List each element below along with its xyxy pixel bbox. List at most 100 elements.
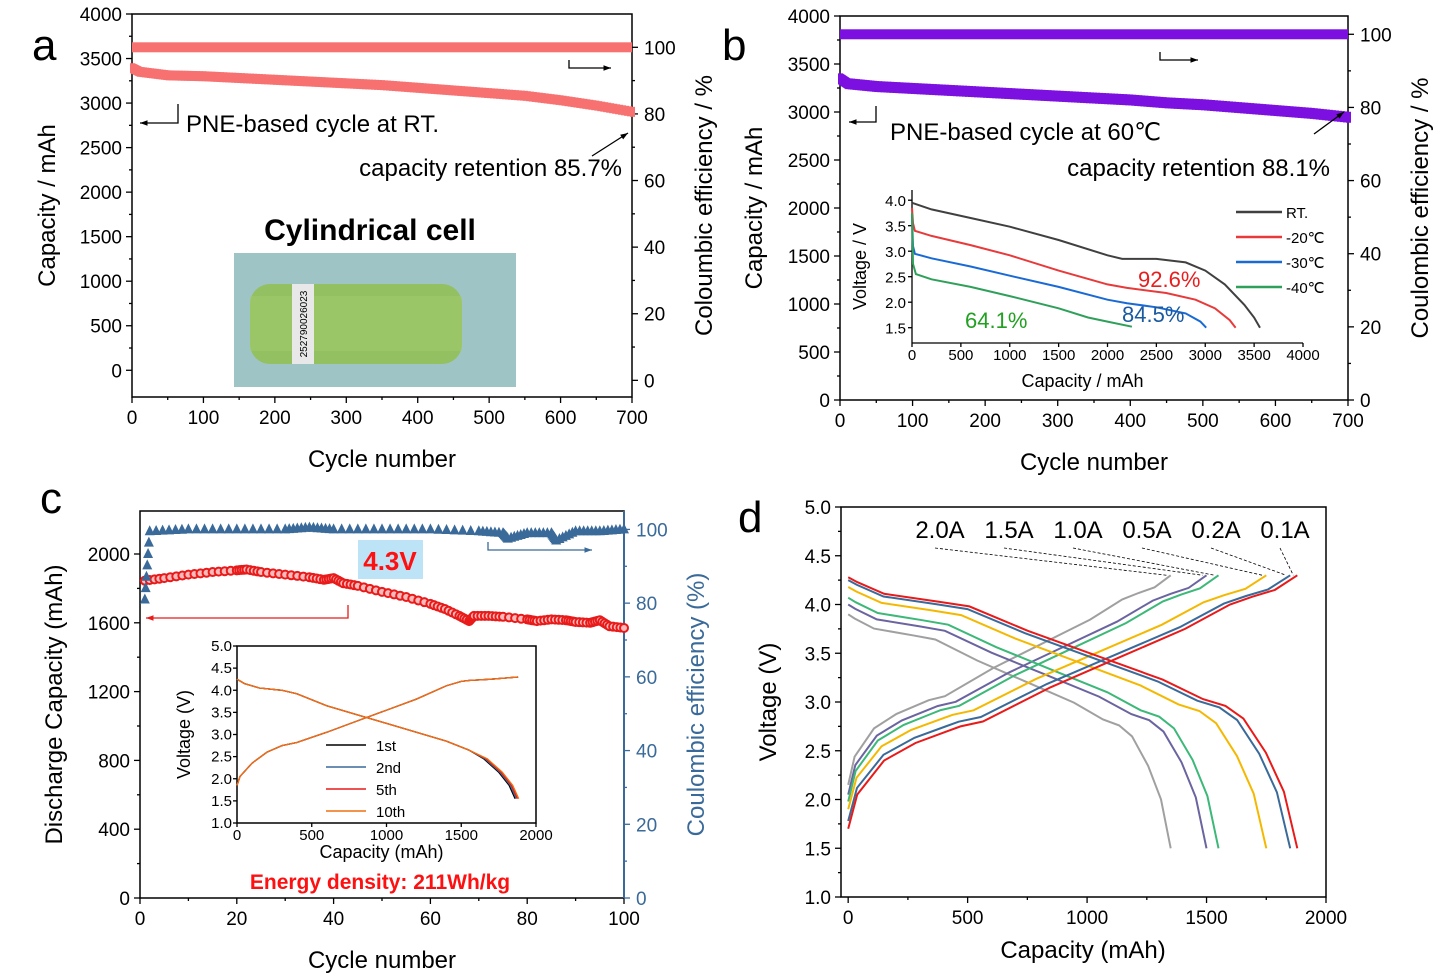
x-tick-label: 100 (897, 411, 929, 432)
capacity-point (403, 81, 409, 92)
capacity-point (225, 72, 231, 83)
charge-curve (847, 574, 1172, 786)
cell-photo-highlight (250, 296, 462, 351)
capacity-point (1203, 99, 1209, 111)
capacity-point (1149, 96, 1155, 108)
rate-leader-line (1003, 547, 1203, 576)
cycle-label: PNE-based cycle at RT. (186, 111, 439, 138)
capacity-point (573, 97, 579, 108)
rate-leader-line (934, 547, 1167, 576)
capacity-point (534, 92, 540, 103)
capacity-point (499, 89, 505, 100)
capacity-point (249, 73, 255, 84)
capacity-point (1067, 91, 1073, 103)
capacity-point (1330, 110, 1336, 122)
ce-point (377, 523, 387, 534)
capacity-point (1064, 91, 1070, 103)
capacity-point (1140, 95, 1146, 107)
capacity-point (329, 77, 335, 88)
x-tick-label: 40 (323, 909, 344, 930)
inset-y-tick-label: 2.0 (211, 771, 232, 788)
capacity-point (937, 84, 943, 96)
capacity-point (463, 86, 469, 97)
capacity-point (198, 71, 204, 82)
ce-point (247, 523, 258, 534)
capacity-point (418, 83, 424, 94)
capacity-point (883, 81, 889, 93)
y2-tick-label: 0 (1360, 391, 1371, 412)
capacity-point (591, 100, 597, 111)
capacity-point (1182, 98, 1188, 110)
ce-point (336, 523, 347, 534)
capacity-point (255, 73, 260, 84)
capacity-point (1161, 97, 1167, 109)
capacity-point (522, 90, 528, 101)
capacity-point (451, 85, 457, 96)
inset-c: 0 500 1000 1500 2000 1.0 1.5 2.0 2.5 3.0 3.5 4.0 4.5… (174, 638, 553, 862)
capacity-point (1309, 107, 1315, 119)
capacity-point (1016, 88, 1022, 100)
capacity-point (1052, 90, 1058, 102)
capacity-point (475, 87, 481, 98)
x-axis-title: Capacity (mAh) (1000, 937, 1165, 964)
inset-y-tick-label: 1.5 (885, 321, 906, 338)
capacity-point (922, 83, 928, 95)
capacity-point (916, 83, 922, 95)
ce-point (207, 523, 218, 534)
y-tick-label: 2.5 (805, 742, 831, 763)
capacity-point (579, 98, 585, 109)
capacity-point (974, 86, 980, 98)
cell-photo-label (292, 284, 314, 364)
capacity-point (469, 86, 475, 97)
y-tick-label: 3.0 (805, 693, 831, 714)
capacity-point (943, 84, 949, 96)
capacity-point (958, 85, 964, 97)
capacity-point (380, 80, 385, 91)
capacity-point (243, 73, 249, 84)
capacity-point (621, 105, 627, 116)
capacity-point (171, 70, 177, 81)
inset-x-tick-label: 1000 (370, 827, 403, 844)
x-tick-label: 700 (616, 408, 648, 429)
capacity-point (189, 70, 195, 81)
x-tick-label: 0 (135, 909, 146, 930)
legend-label: -30℃ (1286, 255, 1325, 272)
legend-label: -20℃ (1286, 230, 1325, 247)
capacity-point (457, 85, 463, 96)
ce-point (352, 523, 363, 534)
capacity-point (1288, 106, 1294, 118)
y2-tick-label: 20 (636, 815, 657, 836)
x-tick-label: 0 (835, 411, 846, 432)
y-tick-label: 500 (798, 343, 830, 364)
ce-point (239, 523, 250, 534)
capacity-point (1007, 88, 1013, 100)
inset-y-tick-label: 1.0 (211, 815, 232, 832)
ce-point (183, 523, 194, 534)
capacity-point (1110, 93, 1116, 105)
capacity-point (928, 83, 934, 95)
y2-tick-label: 100 (636, 520, 668, 541)
ce-point (417, 523, 428, 534)
capacity-point (1146, 95, 1152, 107)
capacity-point (1137, 95, 1143, 107)
capacity-point (391, 81, 397, 92)
retention-arrow-head (620, 133, 628, 140)
inset-y-tick-label: 2.0 (885, 295, 906, 312)
x-tick-label: 0 (127, 408, 138, 429)
x-tick-label: 200 (969, 411, 1001, 432)
y2-tick-label: 100 (644, 38, 676, 59)
capacity-point (1001, 87, 1007, 99)
panel-a: a0 100 200 300 400 500 600 70005001000150020002… (32, 5, 718, 473)
inset-y-tick-label: 4.0 (211, 682, 232, 699)
capacity-point (365, 79, 371, 90)
inset-x-tick-label: 1500 (445, 827, 478, 844)
capacity-point (552, 94, 558, 105)
y-tick-label: 1200 (88, 683, 130, 704)
capacity-point (983, 86, 989, 98)
y-tick-label: 3500 (788, 55, 830, 76)
capacity-point (299, 76, 305, 87)
capacity-point (350, 78, 356, 89)
capacity-point (323, 77, 329, 88)
inset-x-tick-label: 500 (299, 827, 324, 844)
capacity-point (1267, 104, 1273, 116)
